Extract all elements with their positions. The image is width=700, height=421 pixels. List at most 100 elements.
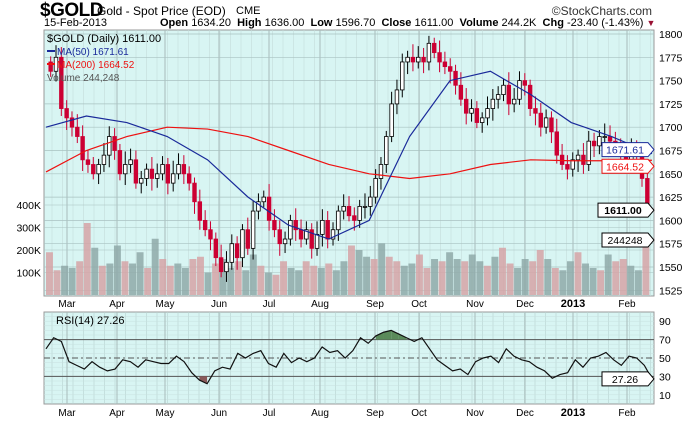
candle-body [245, 229, 250, 249]
volume-bar [197, 256, 204, 295]
candle-body [570, 159, 575, 170]
price-tick-label: 1725 [659, 99, 683, 111]
close-label: Close [381, 17, 412, 29]
candle-body [64, 108, 69, 119]
x-tick-label: Jun [211, 408, 227, 419]
volume-bar [627, 265, 635, 295]
volume-bar [151, 238, 159, 295]
chg-label: Chg [542, 17, 564, 29]
candle-body [293, 219, 298, 231]
candle-body [495, 94, 501, 100]
price-tick-label: 1750 [659, 76, 683, 88]
volume-bar [181, 268, 189, 295]
legend-ma200: MA(200) 1664.52 [57, 60, 135, 71]
volume-bar [83, 223, 91, 295]
candle-body [176, 164, 181, 175]
legend-ma50: MA(50) 1671.61 [57, 47, 129, 58]
candle-body [330, 229, 336, 240]
candle-body [96, 164, 101, 175]
volume-bar [536, 250, 544, 295]
volume-bar [325, 263, 333, 295]
volume-bar [612, 261, 620, 295]
x-tick-label: Apr [109, 299, 125, 310]
volume-bar [461, 261, 469, 295]
rsi-oversold-fill [199, 376, 208, 384]
candle-body [160, 164, 165, 175]
candle-body [373, 178, 378, 198]
candle-body [527, 84, 533, 109]
volume-bar [597, 270, 605, 295]
candle-body [485, 108, 490, 119]
volume-bar [174, 263, 182, 295]
volume-last-label: 244248 [607, 235, 642, 247]
price-tick-label: 1625 [659, 192, 683, 204]
x-tick-label: Dec [516, 299, 534, 310]
candle-body [155, 173, 160, 179]
last-value-tags: 1671.61 1664.52 1611.00 244248 27.26 [597, 142, 655, 387]
volume-bar [242, 270, 250, 295]
x-tick-label: Jun [211, 299, 227, 310]
candle-body [80, 136, 85, 161]
volume-bar [370, 259, 378, 295]
candle-body [133, 159, 139, 184]
candle-body [501, 84, 506, 95]
candle-body [575, 154, 581, 161]
brand-link[interactable]: ©StockCharts.com [551, 4, 652, 18]
candle-body [362, 206, 368, 208]
volume-bar [415, 254, 423, 295]
candle-body [410, 56, 416, 63]
x-tick-label: Aug [311, 408, 329, 419]
price-tick-label: 1700 [659, 122, 683, 134]
low-label: Low [310, 17, 333, 29]
x-tick-label: May [156, 299, 175, 310]
candle-body [309, 229, 314, 249]
volume-bar [121, 261, 129, 295]
volume-bar [302, 261, 310, 295]
price-tick-label: 1550 [659, 262, 683, 274]
x-tick-label: Nov [466, 299, 484, 310]
ma50-last-label-box [601, 142, 655, 158]
candle-body [591, 140, 597, 147]
volume-bar [604, 254, 612, 295]
volume-bar [506, 263, 514, 295]
candle-body [432, 42, 437, 54]
volume-bar [159, 259, 167, 295]
volume-bar [129, 263, 136, 295]
volume-bar [423, 268, 431, 295]
volume-bar [408, 263, 416, 295]
volume-bar [378, 243, 386, 295]
candle-body [59, 56, 64, 109]
candle-body [123, 164, 128, 175]
volume-bar [219, 259, 227, 295]
rsi-overbought-fill [375, 332, 384, 340]
volume-bar [634, 270, 642, 295]
volume-bar [61, 265, 69, 295]
candle-body [304, 229, 309, 240]
volume-bar [551, 268, 559, 295]
candle-body [149, 168, 155, 179]
candle-body [474, 108, 480, 123]
candle-body [506, 84, 512, 105]
candle-body [389, 103, 394, 137]
candle-body [320, 219, 325, 235]
candle-body [229, 243, 234, 263]
x-tick-label: Nov [466, 408, 484, 419]
x-tick-label: Jul [263, 408, 276, 419]
candle-body [85, 159, 91, 165]
volume-bar [521, 259, 529, 295]
volume-bar [491, 256, 499, 295]
volume-bar [453, 259, 461, 295]
candle-body [384, 136, 389, 165]
candle-body [213, 238, 219, 259]
volume-bar [559, 270, 567, 295]
price-tick-label: 1775 [659, 52, 683, 64]
candle-body [357, 206, 362, 221]
candle-body [75, 126, 80, 137]
close-last-label: 1611.00 [604, 205, 642, 217]
rsi-tick-label: 30 [659, 371, 671, 383]
candle-body [272, 219, 277, 231]
exchange: CME [236, 5, 261, 17]
volume-bar [53, 270, 61, 295]
volume-bar [393, 261, 401, 295]
